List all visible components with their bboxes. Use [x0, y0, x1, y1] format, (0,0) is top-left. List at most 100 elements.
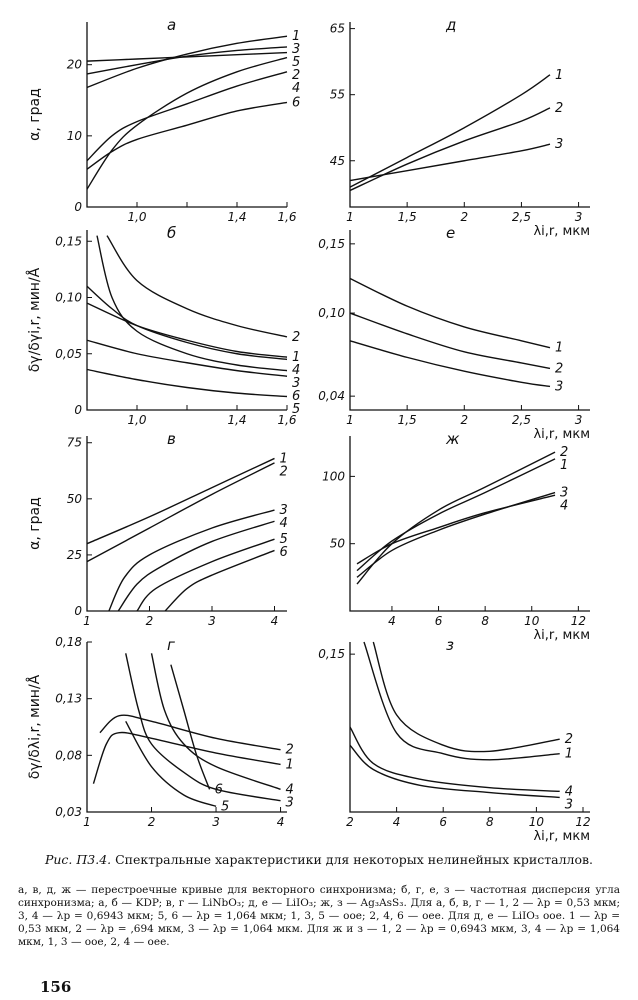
x-tick-label: 1,5 [398, 210, 417, 224]
x-axis-label: λi,r, мкм [533, 829, 590, 844]
series-label: 1 [292, 29, 300, 44]
series-label: 1 [286, 757, 294, 772]
series-label: 6 [215, 782, 223, 797]
x-tick-label: 3 [208, 614, 216, 628]
x-tick-label: 1 [346, 413, 354, 427]
series-label: 4 [565, 784, 573, 799]
panel-title: а [167, 16, 176, 34]
series-line-1 [349, 277, 551, 349]
series-line-2 [106, 235, 288, 338]
figure-caption-title: Рис. П3.4. Спектральные характеристики д… [18, 852, 620, 867]
y-axis-label: α, град [27, 497, 43, 550]
series-label: 5 [280, 532, 288, 547]
series-label: 3 [555, 137, 563, 152]
x-tick-label: 12 [575, 815, 590, 829]
y-tick-label: 25 [67, 548, 82, 562]
y-tick-label: 0,13 [55, 692, 82, 706]
series-line-1 [363, 641, 560, 761]
series-line-3 [349, 340, 551, 388]
series-label: 5 [292, 402, 300, 417]
series-label: 4 [280, 516, 288, 531]
series-label: 4 [560, 499, 568, 514]
series-label: 3 [292, 42, 300, 57]
x-tick-label: 12 [571, 614, 586, 628]
series-line-2 [86, 56, 288, 190]
x-tick-label: 4 [393, 815, 401, 829]
series-label: 6 [292, 389, 300, 404]
x-tick-label: 2 [460, 210, 468, 224]
x-tick-label: 2 [148, 815, 156, 829]
x-tick-label: 2 [146, 614, 154, 628]
series-label: 2 [555, 101, 563, 116]
y-tick-label: 0,18 [55, 635, 82, 649]
y-tick-label: 0,15 [318, 237, 345, 251]
series-label: 1 [555, 341, 563, 356]
series-label: 1 [280, 451, 288, 466]
series-label: 3 [280, 503, 288, 518]
series-line-6 [164, 549, 275, 612]
axis-lines [349, 230, 590, 411]
x-tick-label: 2,5 [512, 210, 531, 224]
x-tick-label: 1,6 [277, 210, 296, 224]
series-line-2 [349, 107, 551, 192]
figure-caption-text: а, в, д, ж — перестроечные кривые для ве… [18, 884, 620, 948]
series-line-2 [86, 462, 275, 563]
series-line-1 [86, 35, 288, 89]
series-line-3 [96, 235, 288, 372]
series-line-4 [117, 520, 275, 612]
series-label: 1 [560, 458, 568, 473]
series-label: 2 [292, 68, 300, 83]
series-line-4 [150, 653, 281, 790]
series-line-5 [136, 538, 275, 612]
y-tick-label: 75 [67, 436, 82, 450]
panel-title: в [167, 430, 176, 448]
y-tick-label: 0,10 [318, 306, 345, 320]
x-tick-label: 3 [212, 815, 220, 829]
series-label: 3 [565, 797, 573, 812]
axis-lines [86, 22, 287, 208]
series-line-4 [86, 285, 288, 361]
y-tick-label: 65 [330, 22, 345, 36]
x-tick-label: 3 [575, 413, 583, 427]
series-label: 3 [560, 486, 568, 501]
y-tick-label: 0,15 [55, 234, 82, 248]
x-tick-label: 8 [486, 815, 494, 829]
series-label: 2 [286, 743, 294, 758]
series-label: 4 [286, 782, 294, 797]
axis-lines [349, 436, 590, 612]
x-tick-label: 2 [460, 413, 468, 427]
y-tick-label: 0,05 [55, 347, 82, 361]
series-label: 4 [292, 363, 300, 378]
series-line-1 [86, 457, 275, 545]
y-tick-label: 50 [67, 492, 83, 506]
panel-title: е [446, 224, 455, 242]
x-tick-label: 10 [529, 815, 545, 829]
x-tick-label: 2,5 [512, 413, 531, 427]
caption-title: Спектральные характеристики для некоторы… [115, 852, 594, 867]
series-label: 2 [280, 464, 288, 479]
x-tick-label: 4 [271, 614, 279, 628]
x-tick-label: 6 [439, 815, 447, 829]
series-label: 1 [565, 747, 573, 762]
series-line-2 [356, 451, 556, 585]
series-label: 5 [292, 55, 300, 70]
series-line-6 [86, 339, 288, 377]
series-line-1 [86, 302, 288, 358]
series-label: 2 [555, 361, 563, 376]
x-axis-label: λi,r, мкм [533, 224, 590, 239]
x-tick-label: 4 [277, 815, 285, 829]
x-tick-label: 4 [388, 614, 396, 628]
series-line-5 [86, 51, 288, 62]
panel-title: б [167, 224, 176, 242]
y-tick-label: 100 [322, 469, 345, 483]
series-label: 2 [560, 445, 568, 460]
caption-prefix: Рис. П3.4. [44, 852, 112, 867]
x-tick-label: 1,0 [127, 210, 146, 224]
y-tick-label: 0,10 [55, 291, 82, 305]
x-tick-label: 6 [435, 614, 443, 628]
